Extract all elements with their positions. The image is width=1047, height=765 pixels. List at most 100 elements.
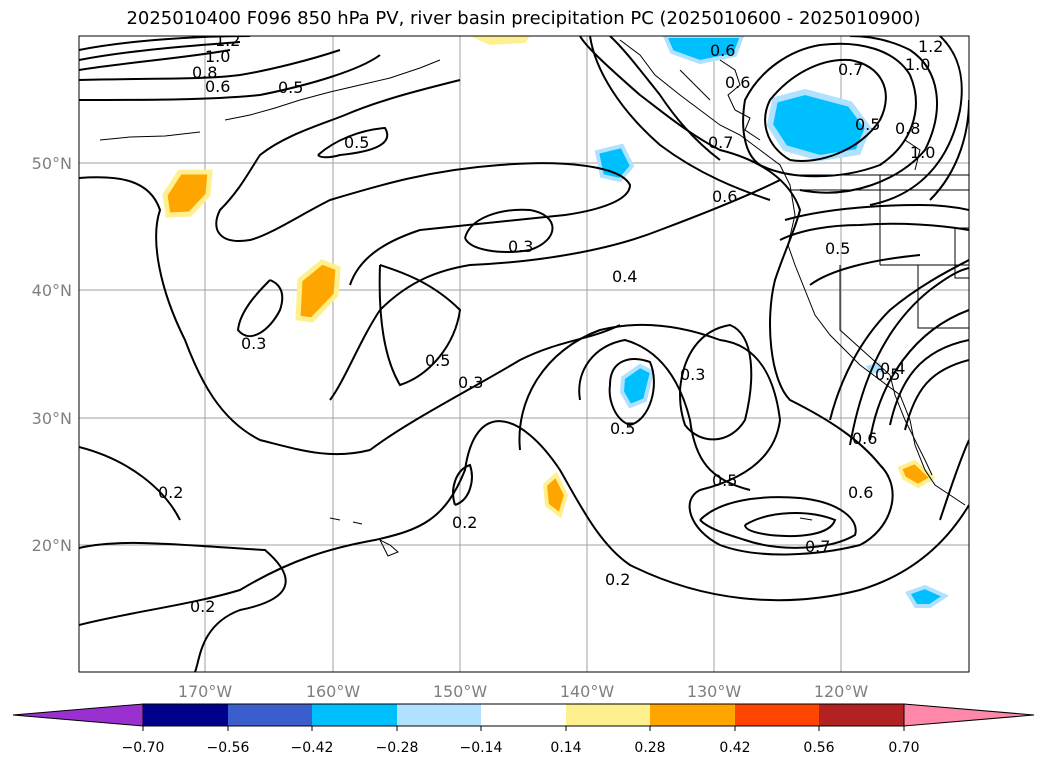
- colorbar-tick-label: −0.56: [207, 740, 250, 756]
- contour-label: 0.5: [825, 239, 850, 258]
- contour-line: [699, 496, 857, 549]
- contour-label: 0.5: [425, 351, 450, 370]
- precip-blob-negative: [594, 143, 635, 183]
- precip-blob-positive: [162, 169, 213, 218]
- contour-line: [518, 36, 894, 556]
- contour-label: 0.2: [158, 483, 183, 502]
- contour-label: 0.3: [241, 334, 266, 353]
- contour-line: [609, 36, 721, 161]
- contour-line: [317, 126, 389, 159]
- colorbar-segment: [819, 704, 904, 726]
- lon-labels: 170°W 160°W 150°W 140°W 130°W 120°W: [178, 682, 869, 701]
- contour-line: [578, 338, 751, 491]
- contour-label: 0.7: [805, 537, 830, 556]
- colorbar: −0.70 −0.56 −0.42 −0.28 −0.14 0.14 0.28 …: [12, 703, 1035, 756]
- contour-line: [79, 49, 231, 71]
- contour-line: [809, 254, 921, 286]
- precip-blob-positive: [295, 259, 341, 323]
- contour-line: [799, 36, 938, 194]
- contour-label: 0.6: [205, 77, 230, 96]
- contour-label: 1.0: [910, 143, 935, 162]
- contour-label: 0.3: [508, 237, 533, 256]
- contour-label: 0.5: [278, 78, 303, 97]
- colorbar-tick-label: 0.70: [888, 740, 919, 756]
- lon-label: 120°W: [814, 682, 869, 701]
- precip-blob-negative: [662, 36, 745, 65]
- map-frame: [78, 35, 970, 673]
- contour-label: 0.6: [852, 429, 877, 448]
- lat-label: 30°N: [32, 409, 72, 428]
- colorbar-segment: [650, 704, 735, 726]
- colorbar-tick-label: −0.14: [460, 740, 503, 756]
- precip-blob-negative: [766, 88, 872, 162]
- contour-label: 0.5: [344, 133, 369, 152]
- precip-blob-positive: [897, 459, 936, 489]
- contour-line: [889, 339, 969, 426]
- lat-label: 20°N: [32, 536, 72, 555]
- precip-blob-positive: [542, 471, 569, 519]
- contour-line: [869, 36, 963, 206]
- contour-line: [779, 222, 969, 241]
- colorbar-tick-label: −0.70: [122, 740, 165, 756]
- contour-label: 0.3: [458, 373, 483, 392]
- contour-label: 0.4: [880, 359, 905, 378]
- lon-label: 130°W: [687, 682, 742, 701]
- colorbar-segment: [735, 704, 819, 726]
- precip-blob-positive: [470, 36, 530, 45]
- colorbar-segment: [397, 704, 481, 726]
- contour-label: 1.2: [215, 31, 240, 50]
- contour-line: [79, 446, 181, 521]
- contour-line: [849, 267, 969, 446]
- contour-line: [589, 36, 771, 201]
- colorbar-tick-label: −0.28: [376, 740, 419, 756]
- contour-line: [215, 79, 632, 286]
- contour-line: [79, 41, 241, 61]
- contour-line: [829, 259, 969, 421]
- colorbar-tick-label: 0.42: [719, 740, 750, 756]
- contour-label: 0.2: [605, 570, 630, 589]
- contour-label: 1.0: [205, 47, 230, 66]
- contour-line: [764, 58, 887, 162]
- pv-contours: [79, 36, 969, 672]
- contour-line: [79, 54, 381, 101]
- contour-label: 0.6: [710, 41, 735, 60]
- contour-label: 0.3: [680, 365, 705, 384]
- contour-line: [464, 208, 554, 253]
- contour-label: 0.8: [895, 119, 920, 138]
- contour-line: [742, 42, 917, 178]
- lon-label: 140°W: [560, 682, 615, 701]
- contour-line: [452, 463, 473, 506]
- contour-label: 0.7: [708, 133, 733, 152]
- contour-label: 0.2: [452, 513, 477, 532]
- contour-line: [679, 323, 753, 441]
- colorbar-tick-label: 0.28: [634, 740, 665, 756]
- lon-label: 150°W: [433, 682, 488, 701]
- contour-line: [869, 309, 969, 441]
- lat-label: 50°N: [32, 154, 72, 173]
- precip-shading: [162, 36, 950, 608]
- precip-blob-negative: [619, 363, 655, 409]
- lon-label: 160°W: [306, 682, 361, 701]
- contour-line: [608, 358, 655, 427]
- contour-label: 0.6: [848, 483, 873, 502]
- map-title: 2025010400 F096 850 hPa PV, river basin …: [126, 8, 921, 29]
- contour-label: 0.6: [712, 187, 737, 206]
- colorbar-tick-label: 0.56: [803, 740, 834, 756]
- contour-line: [79, 541, 287, 672]
- contour-line: [236, 279, 284, 337]
- contour-label: 1.0: [905, 55, 930, 74]
- contour-line: [79, 176, 621, 456]
- colorbar-segment: [312, 704, 397, 726]
- coastlines: [99, 39, 969, 557]
- contour-label: 0.5: [712, 471, 737, 490]
- contour-line: [939, 439, 969, 521]
- lat-label: 40°N: [32, 281, 72, 300]
- contour-label: 1.2: [918, 37, 943, 56]
- colorbar-segment: [481, 704, 566, 726]
- contour-label: 0.5: [855, 115, 880, 134]
- contour-line: [79, 420, 969, 626]
- colorbar-extend-high: [903, 703, 1035, 727]
- contour-label: 0.8: [192, 63, 217, 82]
- contour-labels: 1.2 1.0 0.8 0.6 0.5 0.5 0.3 0.3 0.5 0.4 …: [158, 31, 943, 616]
